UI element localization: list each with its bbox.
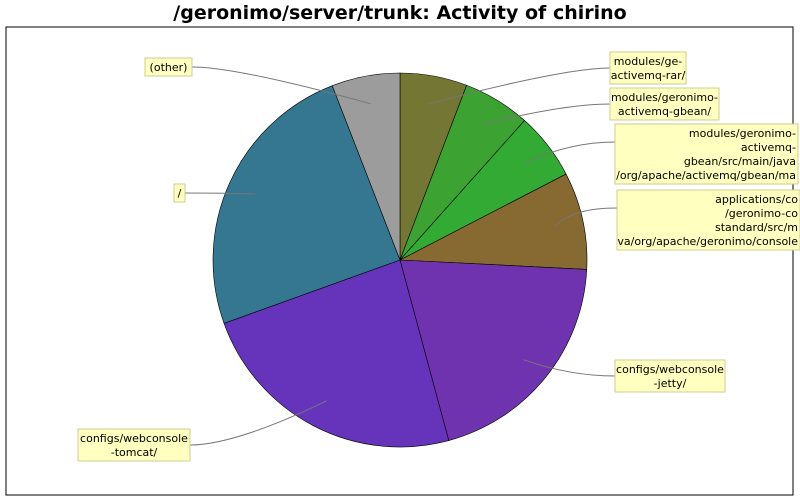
leader-line (184, 192, 256, 195)
slice-label: configs/webconsole (616, 363, 724, 376)
slice-label-box (614, 123, 799, 185)
slice-label: /geronimo-co (725, 207, 798, 220)
slice-label: modules/geronimo- (689, 127, 796, 140)
slice-label: modules/geronimo- (611, 91, 718, 104)
leader-lines-group (184, 66, 618, 446)
slice-label: modules/ge- (614, 55, 682, 68)
chart-title: /geronimo/server/trunk: Activity of chir… (173, 2, 627, 24)
slice-label: standard/src/m (715, 221, 798, 234)
slice-label-box (77, 428, 191, 462)
slices-group (212, 72, 588, 448)
slice-label: activemq-rar/ (611, 69, 686, 82)
slice-label-box (609, 87, 720, 121)
slice-label: -jetty/ (654, 377, 687, 390)
slice-label-box (173, 183, 186, 203)
pie-slice (212, 85, 401, 324)
slice-label: activemq-gbean/ (618, 105, 712, 118)
slice-label: gbean/src/main/java (684, 155, 796, 168)
pie-slice (331, 72, 401, 261)
slice-label: / (178, 187, 182, 200)
leader-line (428, 67, 611, 105)
slice-label: configs/webconsole (80, 432, 188, 445)
pie-slice (223, 259, 450, 448)
slice-label: applications/co (715, 193, 798, 206)
slice-label: (other) (150, 61, 188, 74)
slice-label-box (614, 359, 726, 393)
leader-line (482, 103, 611, 125)
pie-slice (398, 173, 588, 270)
slice-label-box (609, 51, 687, 85)
slice-label: /org/apache/activemq/gbean/ma (616, 169, 796, 182)
slice-labels-group: modules/ge-activemq-rar/modules/geronimo… (77, 51, 800, 462)
slice-label-box (144, 57, 193, 77)
slice-label: -tomcat/ (111, 446, 158, 459)
leader-line (191, 66, 371, 105)
slice-label-box (616, 189, 800, 251)
slice-label: va/org/apache/geronimo/console (617, 235, 798, 248)
slice-label: activemq- (741, 141, 796, 154)
pie-slice (399, 259, 588, 441)
leader-line (554, 207, 618, 227)
leader-line (525, 141, 616, 164)
leader-line (523, 359, 616, 377)
leader-line (189, 400, 327, 446)
